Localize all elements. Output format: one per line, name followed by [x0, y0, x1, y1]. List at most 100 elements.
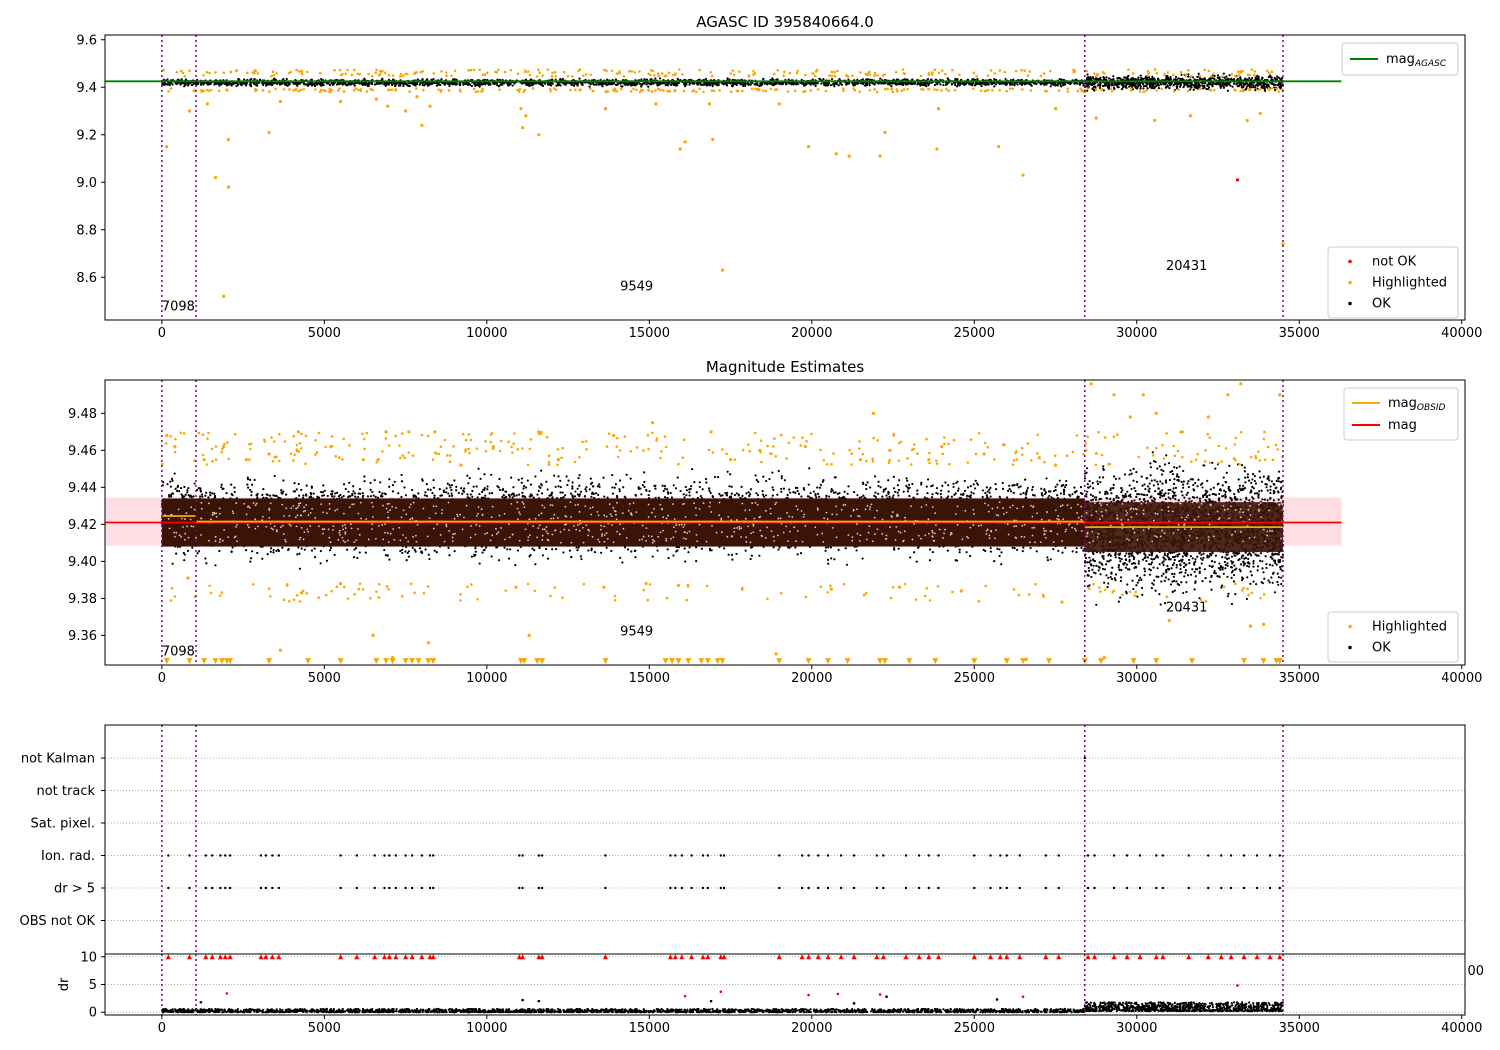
highlighted-point — [1138, 90, 1142, 93]
ok-point — [249, 85, 253, 88]
ok-point — [244, 84, 248, 87]
highlighted-point — [638, 70, 641, 73]
highlighted-point — [993, 72, 997, 75]
highlighted-point — [630, 69, 634, 73]
ok-point — [387, 83, 390, 86]
highlighted-point — [352, 68, 356, 72]
highlighted-point — [729, 90, 733, 94]
highlighted-point — [267, 130, 271, 134]
ok-point — [407, 84, 411, 88]
ok-point — [1142, 85, 1145, 88]
ok-point — [911, 78, 914, 81]
highlighted-point — [234, 69, 238, 73]
ok-point — [1192, 88, 1195, 91]
highlighted-point — [554, 88, 558, 92]
ok-point — [758, 84, 761, 88]
ok-point — [1222, 72, 1225, 75]
highlighted-point — [793, 89, 797, 93]
highlighted-point — [1267, 87, 1271, 90]
highlighted-point — [936, 107, 941, 111]
highlighted-point — [991, 89, 994, 92]
ok-point — [1139, 87, 1142, 90]
ok-point — [963, 83, 966, 86]
highlighted-point — [589, 87, 592, 90]
ok-point — [194, 82, 198, 86]
highlighted-point — [803, 89, 807, 93]
highlighted-point — [519, 107, 523, 111]
highlighted-point — [782, 74, 786, 78]
highlighted-point — [213, 175, 218, 180]
highlighted-point — [374, 97, 378, 101]
ok-point — [1239, 76, 1242, 79]
ok-point — [607, 82, 611, 85]
ok-point — [505, 490, 508, 493]
ok-point — [481, 83, 484, 86]
ok-point — [243, 78, 246, 81]
ok-point — [1001, 487, 1005, 490]
ok-point — [511, 84, 514, 87]
highlighted-point — [493, 70, 497, 74]
highlighted-point — [352, 89, 356, 92]
ok-point — [171, 83, 174, 86]
highlighted-point — [406, 72, 409, 76]
highlighted-point — [268, 90, 271, 93]
ok-point — [994, 483, 997, 486]
ok-point — [666, 488, 669, 491]
ok-point — [489, 83, 492, 86]
ok-point — [1254, 76, 1257, 79]
ok-point — [952, 482, 955, 485]
highlighted-point — [667, 71, 671, 75]
highlighted-point — [615, 72, 619, 75]
highlighted-point — [651, 69, 655, 73]
ok-point — [811, 78, 814, 81]
ok-point — [1109, 83, 1113, 86]
highlighted-point — [261, 89, 265, 92]
highlighted-point — [509, 68, 513, 72]
highlighted-point — [467, 69, 470, 72]
ok-point — [864, 84, 867, 87]
ok-point — [1182, 82, 1186, 85]
highlighted-point — [683, 140, 687, 144]
highlighted-point — [830, 74, 834, 78]
ok-point — [1187, 85, 1191, 88]
ok-point — [855, 549, 858, 552]
ok-point — [310, 84, 314, 87]
ok-point — [956, 82, 960, 85]
chart-title: Magnitude Estimates — [706, 358, 864, 376]
ok-point — [1261, 76, 1264, 80]
highlighted-point — [275, 72, 278, 75]
ok-point — [473, 82, 476, 85]
ok-point — [1226, 89, 1230, 92]
ok-point — [835, 82, 838, 85]
highlighted-point — [868, 73, 871, 76]
ok-point — [1151, 83, 1154, 87]
highlighted-point — [809, 89, 813, 92]
ok-point — [265, 84, 268, 87]
ok-point — [298, 82, 302, 85]
highlighted-point — [209, 88, 213, 92]
highlighted-point — [886, 87, 889, 91]
ok-point — [1079, 485, 1083, 489]
ok-point — [446, 82, 449, 85]
highlighted-point — [271, 70, 275, 74]
highlighted-point — [850, 74, 854, 77]
highlighted-point — [379, 72, 382, 76]
ok-point — [1193, 85, 1196, 88]
highlighted-point — [1198, 74, 1202, 78]
ok-point — [1263, 88, 1266, 91]
highlighted-point — [657, 87, 660, 91]
y-tick-label: 9.6 — [76, 33, 97, 48]
ok-point — [1250, 86, 1253, 89]
ok-point — [837, 84, 840, 87]
highlighted-point — [551, 71, 554, 75]
highlighted-point — [613, 89, 616, 93]
highlighted-point — [1265, 69, 1269, 73]
ok-point — [1063, 485, 1067, 489]
ok-point — [708, 489, 711, 493]
ok-point — [973, 84, 977, 87]
ok-point — [1249, 82, 1253, 85]
highlighted-point — [1233, 88, 1236, 91]
ok-point — [1252, 86, 1255, 89]
ok-point — [450, 484, 454, 487]
